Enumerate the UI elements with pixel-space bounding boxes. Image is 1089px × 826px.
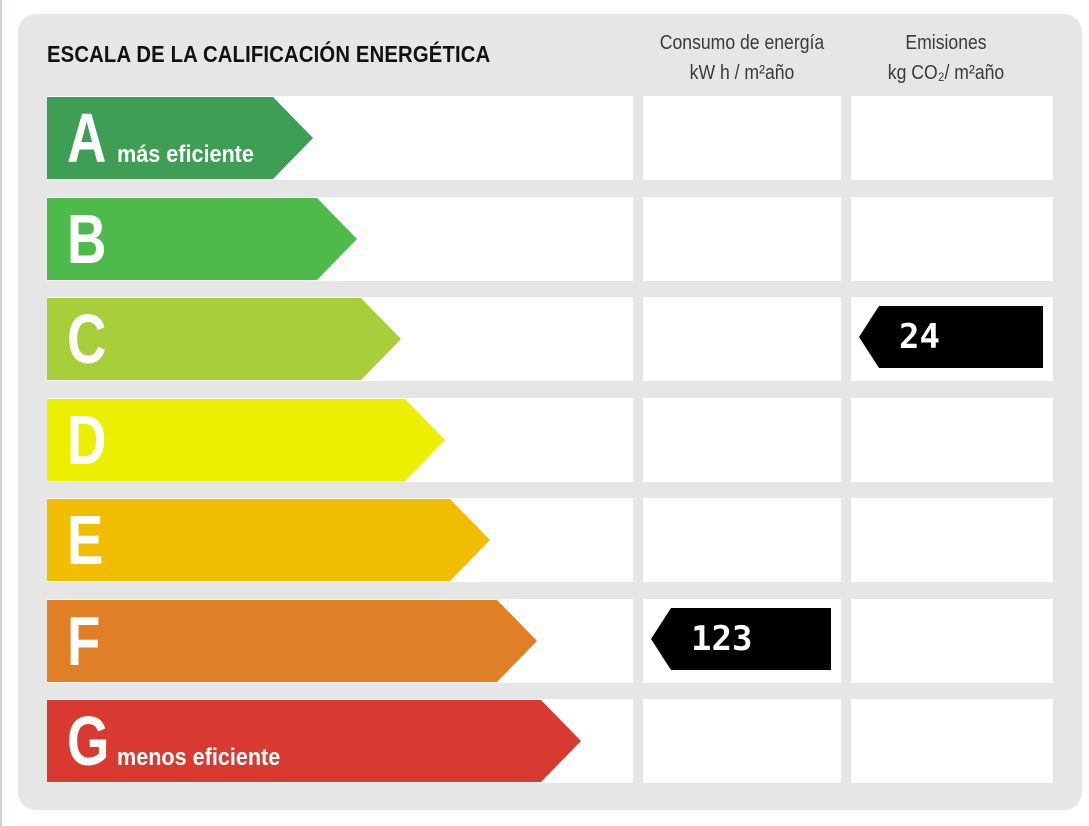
rating-cell-b-2 <box>851 197 1053 281</box>
rating-cell-e-1 <box>643 498 841 582</box>
rating-cell-d-2 <box>851 398 1053 482</box>
rating-value: 123 <box>691 619 753 659</box>
class-letter: D <box>67 401 107 479</box>
rating-row-f: F 123 <box>0 599 1089 683</box>
class-bar-d: D <box>47 399 445 481</box>
rating-marker-energy: 123 <box>651 608 831 670</box>
class-letter: B <box>67 200 107 278</box>
rating-cell-a-1 <box>643 96 841 180</box>
rating-cell-f-2 <box>851 599 1053 683</box>
class-label: más eficiente <box>117 141 254 168</box>
scale-title: ESCALA DE LA CALIFICACIÓN ENERGÉTICA <box>47 41 491 67</box>
rating-cell-e-2 <box>851 498 1053 582</box>
class-letter: A <box>67 99 107 177</box>
rating-cell-b-1 <box>643 197 841 281</box>
class-bar-e: E <box>47 499 490 581</box>
rating-cell-c-1 <box>643 297 841 381</box>
rating-row-e: E <box>0 498 1089 582</box>
emissions-header: Emisiones kg CO₂/ m²año <box>858 28 1034 88</box>
energy-header-unit: kW h / m²año <box>689 62 795 84</box>
rating-row-d: D <box>0 398 1089 482</box>
rating-cell-g-1 <box>643 699 841 783</box>
class-letter: C <box>67 300 107 378</box>
class-bar-f: F <box>47 600 537 682</box>
emissions-header-line-1: Emisiones <box>905 32 987 54</box>
class-label: menos eficiente <box>117 744 281 771</box>
rating-marker-emissions: 24 <box>859 306 1043 368</box>
class-bar-c: C <box>47 298 401 380</box>
left-edge-line <box>0 0 2 826</box>
rating-row-c: C 24 <box>0 297 1089 381</box>
rating-cell-d-1 <box>643 398 841 482</box>
rating-cell-a-2 <box>851 96 1053 180</box>
energy-header-line-1: Consumo de energía <box>659 32 825 54</box>
emissions-header-unit: kg CO₂/ m²año <box>887 62 1005 84</box>
energy-consumption-header: Consumo de energía kW h / m²año <box>654 28 830 88</box>
class-letter: G <box>67 702 110 780</box>
rating-row-b: B <box>0 197 1089 281</box>
class-letter: E <box>67 501 104 579</box>
class-letter: F <box>67 602 101 680</box>
class-bar-b: B <box>47 198 357 280</box>
rating-cell-g-2 <box>851 699 1053 783</box>
rating-value: 24 <box>899 317 940 357</box>
